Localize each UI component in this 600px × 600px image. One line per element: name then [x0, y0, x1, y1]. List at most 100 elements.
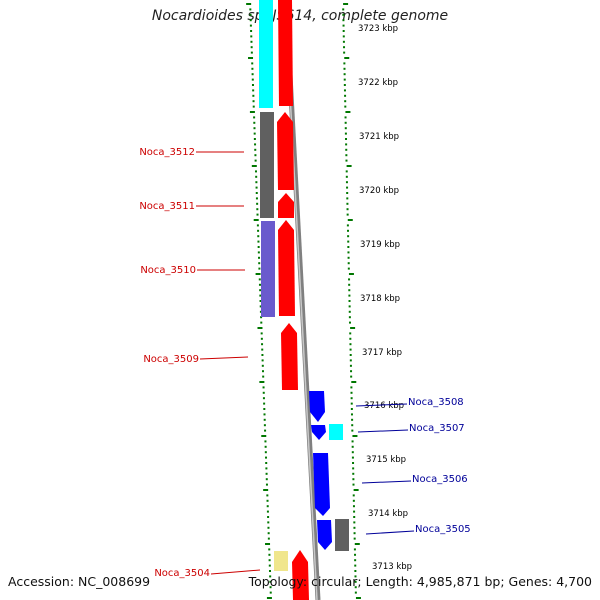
minor-tick: [346, 202, 349, 205]
major-tick: [266, 597, 272, 599]
minor-tick: [261, 370, 264, 373]
minor-tick: [255, 192, 258, 194]
kbp-label: 3723 kbp: [358, 24, 398, 34]
minor-tick: [353, 537, 356, 540]
gene-arrow-noca-3510: [278, 220, 295, 316]
minor-tick: [345, 154, 348, 157]
minor-tick: [260, 332, 263, 335]
minor-tick: [249, 24, 252, 27]
minor-tick: [250, 46, 253, 49]
minor-tick: [258, 267, 261, 270]
minor-tick: [254, 143, 257, 146]
minor-tick: [253, 132, 256, 135]
minor-tick: [344, 94, 347, 97]
minor-tick: [252, 100, 255, 103]
gene-label-noca-3510: Noca_3510: [140, 265, 196, 276]
label-leader-line: [355, 403, 408, 407]
kbp-label: 3718 kbp: [360, 294, 400, 304]
minor-tick: [259, 305, 262, 308]
minor-tick: [353, 521, 356, 524]
major-tick: [257, 327, 263, 329]
minor-tick: [346, 192, 349, 194]
minor-tick: [249, 19, 252, 22]
inner-tick-scale: [342, 3, 361, 599]
minor-tick: [349, 343, 352, 346]
minor-tick: [251, 78, 254, 81]
minor-tick: [265, 483, 268, 486]
minor-tick: [267, 521, 270, 524]
label-leader-line: [210, 569, 261, 575]
minor-tick: [350, 397, 353, 400]
minor-tick: [351, 445, 354, 448]
minor-tick: [350, 370, 353, 373]
minor-tick: [249, 8, 252, 11]
minor-tick: [262, 375, 265, 378]
minor-tick: [263, 418, 266, 421]
minor-tick: [251, 84, 254, 86]
left-gene-labels: Noca_3512 Noca_3511 Noca_3510 Noca_3509 …: [139, 147, 261, 579]
major-tick: [251, 165, 257, 167]
minor-tick: [260, 316, 263, 319]
minor-tick: [351, 429, 354, 432]
minor-tick: [350, 391, 353, 394]
minor-tick: [350, 408, 353, 410]
label-leader-line: [361, 480, 412, 484]
minor-tick: [255, 181, 258, 184]
outer-tick-scale: [246, 3, 272, 599]
minor-tick: [344, 121, 347, 124]
minor-tick: [264, 429, 267, 432]
minor-tick: [349, 359, 352, 362]
minor-tick: [347, 251, 350, 254]
minor-tick: [351, 451, 354, 454]
minor-tick: [350, 386, 353, 389]
minor-tick: [354, 591, 357, 594]
minor-tick: [263, 424, 266, 427]
minor-tick: [257, 240, 260, 243]
minor-tick: [256, 202, 259, 205]
minor-tick: [265, 467, 268, 470]
major-tick: [351, 381, 357, 383]
minor-tick: [347, 267, 350, 270]
minor-tick: [352, 462, 355, 464]
forward-strand-genes: [277, 0, 309, 600]
minor-tick: [350, 375, 353, 378]
major-tick: [263, 489, 269, 491]
minor-tick: [347, 262, 350, 265]
gene-label-noca-3504: Noca_3504: [154, 568, 210, 579]
minor-tick: [348, 278, 351, 281]
major-tick: [353, 489, 359, 491]
minor-tick: [267, 516, 270, 518]
minor-tick: [254, 170, 257, 173]
label-leader-line: [199, 356, 249, 360]
minor-tick: [345, 159, 348, 162]
minor-tick: [344, 116, 347, 119]
minor-tick: [253, 116, 256, 119]
kbp-label: 3714 kbp: [368, 509, 408, 519]
minor-tick: [252, 94, 255, 97]
minor-tick: [349, 354, 352, 356]
kbp-label: 3717 kbp: [362, 348, 402, 358]
minor-tick: [266, 494, 269, 497]
minor-tick: [257, 229, 260, 232]
label-leader-line: [357, 429, 409, 433]
minor-tick: [256, 208, 259, 211]
minor-tick: [264, 451, 267, 454]
minor-tick: [261, 359, 264, 362]
minor-tick: [352, 494, 355, 497]
minor-tick: [352, 499, 355, 502]
topology-label: Topology: circular; Length: 4,985,871 bp…: [248, 574, 592, 589]
minor-tick: [258, 278, 261, 281]
minor-tick: [259, 289, 262, 292]
minor-tick: [250, 40, 253, 43]
minor-tick: [251, 62, 254, 65]
minor-tick: [258, 262, 261, 265]
major-tick: [348, 273, 354, 275]
kbp-label: 3720 kbp: [359, 186, 399, 196]
label-leader-line: [365, 530, 415, 535]
kbp-label: 3715 kbp: [366, 455, 406, 465]
minor-tick: [346, 208, 349, 211]
minor-tick: [268, 564, 271, 567]
minor-tick: [343, 73, 346, 76]
minor-tick: [254, 148, 257, 151]
